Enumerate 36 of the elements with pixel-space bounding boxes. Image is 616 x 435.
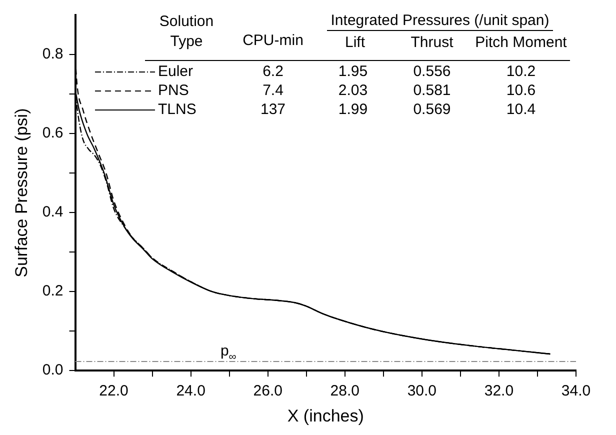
y-tick-label: 0.0 [42,362,64,379]
annotation: 10.4 [505,101,537,118]
x-tick-label: 32.0 [484,382,514,400]
annotation: 10.6 [505,82,537,99]
x-tick-label: 34.0 [561,382,591,400]
annotation: 2.03 [337,82,369,99]
x-tick-label: 22.0 [99,382,128,400]
legend-label: PNS [158,82,189,99]
annotation: 0.569 [412,101,452,118]
annotation: CPU-min [228,32,318,61]
x-tick-label: 30.0 [407,382,437,400]
x-tick-label: 26.0 [253,382,282,400]
annotation: 1.95 [337,63,369,80]
annotation: 137 [259,101,287,118]
x-tick-label: 28.0 [330,382,360,400]
y-tick-label: 0.8 [42,46,64,63]
legend-label: TLNS [158,101,196,118]
x-axis-title: X (inches) [287,406,364,426]
y-tick-label: 0.4 [42,204,64,221]
annotation: Integrated Pressures (/unit span) [327,12,553,31]
annotation: 0.581 [412,82,452,99]
annotation: 1.99 [337,101,369,118]
ref-line-label: p∞ [220,342,237,364]
annotation: 6.2 [262,63,284,80]
x-tick-label: 24.0 [176,382,206,400]
annotation: Thrust [392,34,472,61]
legend-label: Euler [158,63,194,80]
y-axis-title: Surface Pressure (psi) [12,108,31,278]
annotation: 7.4 [262,82,284,99]
annotation: 0.556 [412,63,452,80]
annotation: Pitch Moment [472,34,570,61]
annotation: 10.2 [505,63,537,80]
y-tick-label: 0.2 [42,282,64,300]
annotation: Lift [318,34,392,61]
annotation: Solution Type [145,12,228,61]
y-tick-label: 0.6 [42,124,64,142]
